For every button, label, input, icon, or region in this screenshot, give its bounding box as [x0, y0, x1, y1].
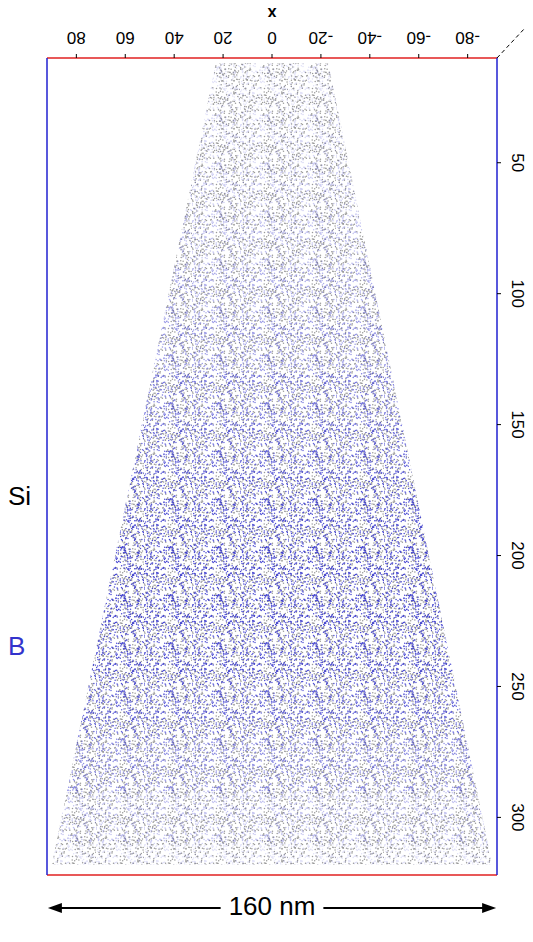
y-tick-label: 150 [508, 410, 527, 438]
x-tick [467, 54, 468, 58]
x-tick [125, 54, 126, 58]
arrow-head [482, 903, 496, 913]
b-density-slab [47, 163, 497, 215]
y-tick-label: 300 [508, 803, 527, 831]
b-density-slab [47, 425, 497, 477]
x-tick-label: 0 [267, 28, 276, 47]
x-tick-label: -60 [406, 28, 431, 47]
x-axis-title: x [267, 5, 276, 22]
x-tick [272, 54, 273, 58]
x-tick-label: -80 [455, 28, 480, 47]
b-density-slab [47, 582, 497, 634]
x-tick-label: -40 [358, 28, 383, 47]
legend-bg [2, 481, 46, 515]
label-patch [221, 889, 324, 923]
y-tick-label: 250 [508, 672, 527, 700]
x-tick-label: -20 [309, 28, 334, 47]
frame-right [496, 58, 498, 875]
x-tick-label: 40 [165, 28, 184, 47]
y-tick [497, 424, 501, 425]
b-density-slab [47, 634, 497, 686]
b-density-slab [47, 529, 497, 581]
x-tick [76, 54, 77, 58]
frame-left [46, 58, 48, 875]
y-tick-label: 100 [508, 279, 527, 307]
y-tick-label: 200 [508, 541, 527, 569]
legend-label: Si [8, 481, 31, 511]
y-tick [497, 293, 501, 294]
x-tick [418, 54, 419, 58]
y-tick-label: 50 [508, 153, 527, 172]
box-edge [497, 28, 525, 58]
frame-bottom [47, 874, 497, 876]
b-density-slab [47, 215, 497, 267]
b-density-slab [47, 686, 497, 738]
b-density-slab [47, 791, 497, 843]
y-tick [497, 162, 501, 163]
x-tick [369, 54, 370, 58]
x-tick [174, 54, 175, 58]
b-density-slab [47, 267, 497, 319]
y-tick [497, 817, 501, 818]
plot-area [47, 58, 497, 875]
b-density-slab [47, 110, 497, 162]
b-atoms [47, 58, 497, 875]
y-tick [497, 555, 501, 556]
x-tick-label: 80 [67, 28, 86, 47]
b-density-slab [47, 58, 497, 110]
x-tick-label: 60 [116, 28, 135, 47]
legend-label: B [8, 631, 25, 661]
arrow-head [48, 903, 62, 913]
b-density-slab [47, 477, 497, 529]
y-tick [497, 686, 501, 687]
chart: 806040200-20-40-60-80x50100150200250300S… [0, 0, 533, 942]
legend-bg [2, 631, 46, 665]
x-tick [320, 54, 321, 58]
b-density-slab [47, 739, 497, 791]
scale-label: 160 nm [229, 891, 316, 921]
x-tick [223, 54, 224, 58]
x-tick-label: 20 [214, 28, 233, 47]
b-density-slab [47, 372, 497, 424]
b-density-slab [47, 320, 497, 372]
b-density-slab [47, 844, 497, 875]
